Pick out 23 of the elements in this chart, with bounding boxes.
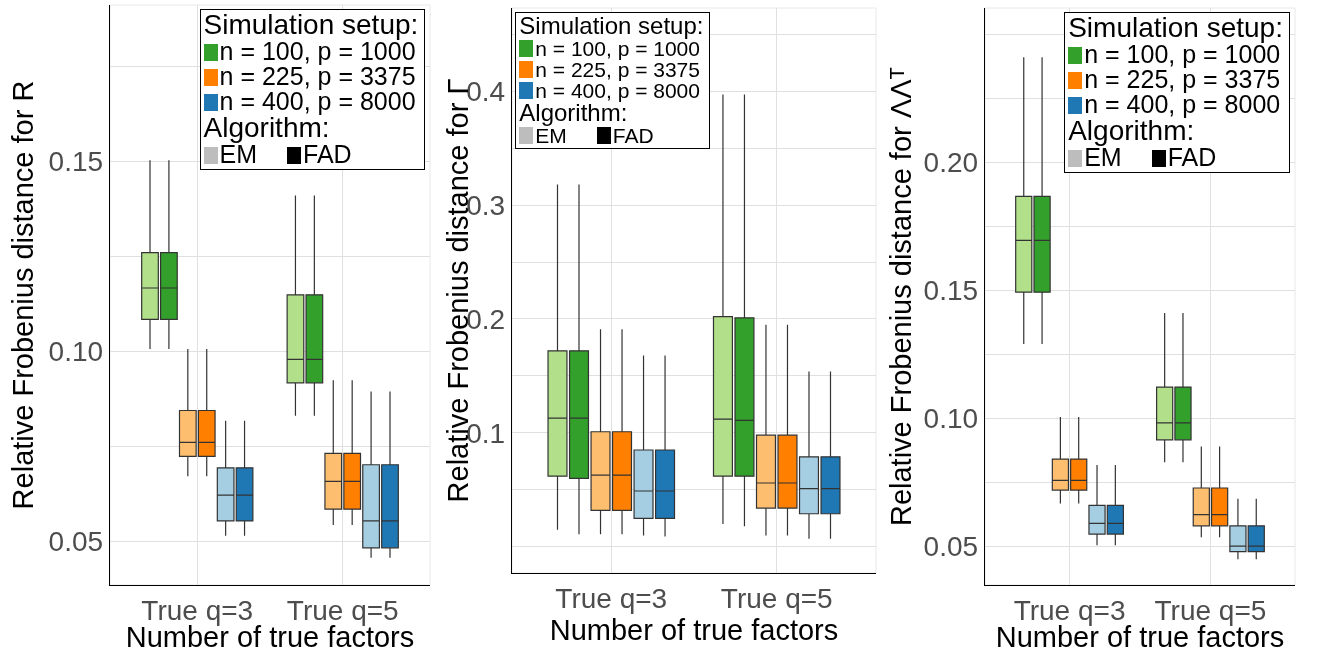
x-axis-title: Number of true factors xyxy=(550,613,839,646)
x-tick-label: True q=5 xyxy=(721,582,833,614)
annotation: FAD xyxy=(1167,143,1217,171)
y-tick-label: 0.10 xyxy=(48,336,104,368)
y-axis-title: Relative Frobenius distance for ΛΛᵀ xyxy=(884,66,917,527)
legend-title: Simulation setup: xyxy=(1068,12,1283,43)
annotation: FAD xyxy=(303,140,352,168)
x-tick-label: True q=3 xyxy=(555,582,668,614)
x-tick-label: True q=3 xyxy=(141,594,254,626)
y-tick-label: 0.05 xyxy=(923,531,978,563)
x-tick-label: True q=3 xyxy=(1013,594,1126,626)
y-tick-label: 0.10 xyxy=(923,403,978,435)
x-tick-label: True q=5 xyxy=(1154,594,1267,626)
y-tick-label: 0.20 xyxy=(923,147,978,179)
y-axis-title: Relative Frobenius distance for R xyxy=(7,80,40,510)
legend-title: Simulation setup: xyxy=(519,12,704,39)
y-tick-label: 0.4 xyxy=(466,75,506,107)
x-tick-label: True q=5 xyxy=(286,594,399,626)
y-tick-label: 0.15 xyxy=(923,275,978,307)
annotation: FAD xyxy=(612,124,654,147)
y-tick-label: 0.15 xyxy=(48,146,104,178)
y-tick-label: 0.05 xyxy=(48,525,104,557)
legend-title: Simulation setup: xyxy=(203,9,419,40)
